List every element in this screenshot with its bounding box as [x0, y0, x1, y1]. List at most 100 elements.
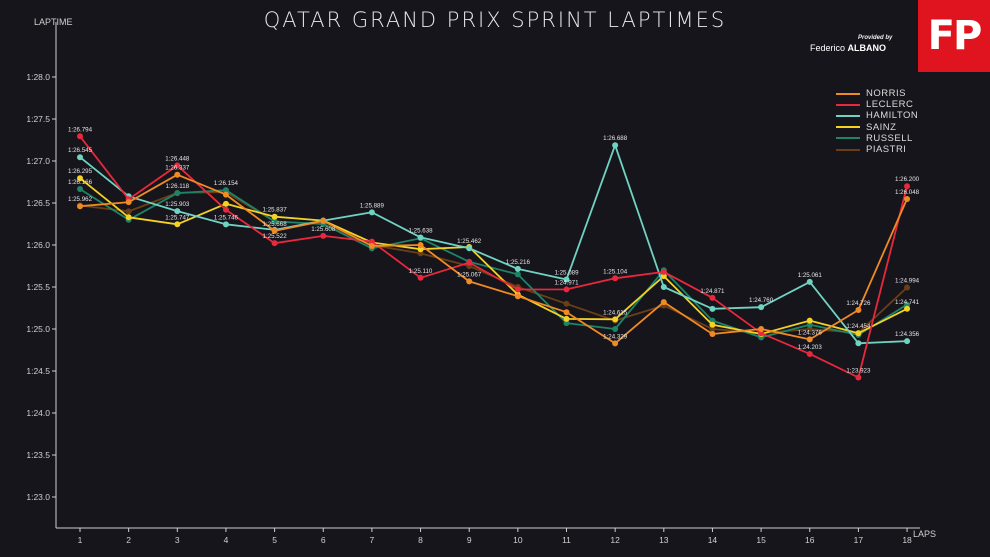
data-point-russell	[904, 301, 911, 308]
y-tick-label: 1:25.5	[26, 282, 50, 292]
credit-author: Federico ALBANO	[810, 43, 886, 53]
x-tick-label: 17	[854, 535, 864, 545]
y-tick-label: 1:24.0	[26, 408, 50, 418]
data-point-russell	[271, 218, 278, 225]
data-point-leclerc	[417, 274, 424, 281]
data-label: 1:25.608	[311, 226, 336, 233]
y-tick-label: 1:27.5	[26, 114, 50, 124]
chart-title: QATAR GRAND PRIX SPRINT LAPTIMES	[263, 8, 727, 32]
data-label: 1:25.638	[409, 227, 434, 234]
data-point-norris	[904, 195, 911, 202]
data-label: 1:25.668	[263, 221, 288, 228]
data-point-hamilton	[709, 305, 716, 312]
data-label: 1:25.746	[214, 214, 239, 221]
legend-label: HAMILTON	[866, 110, 919, 122]
series-line-russell	[79, 188, 908, 339]
data-label: 1:25.903	[165, 201, 190, 208]
data-label: 1:25.216	[506, 259, 531, 266]
data-point-leclerc	[660, 268, 667, 275]
data-point-hamilton	[758, 304, 765, 311]
data-label: 1:26.154	[214, 180, 239, 187]
data-point-sainz	[174, 221, 181, 228]
x-tick-label: 2	[126, 535, 131, 545]
data-point-leclerc	[514, 286, 521, 293]
data-label: 1:25.067	[457, 271, 482, 278]
data-point-norris	[806, 336, 813, 343]
credit-provided-by: Provided by	[858, 35, 893, 41]
x-axis-label: LAPS	[913, 529, 936, 539]
data-label: 1:26.448	[165, 155, 190, 162]
data-point-norris	[125, 199, 132, 206]
legend-label: RUSSELL	[866, 132, 913, 144]
data-point-hamilton	[222, 221, 229, 228]
x-tick-label: 1	[78, 535, 83, 545]
data-point-norris	[320, 217, 327, 224]
data-label: 1:26.295	[68, 168, 93, 175]
data-point-hamilton	[466, 245, 473, 252]
data-point-sainz	[77, 175, 83, 182]
legend-swatch	[836, 114, 860, 117]
x-tick-label: 10	[513, 535, 523, 545]
data-point-norris	[417, 242, 424, 248]
legend-swatch	[836, 92, 860, 95]
data-point-piastri	[417, 250, 424, 257]
credit-last-name: ALBANO	[847, 43, 887, 53]
legend-swatch	[836, 137, 860, 140]
data-point-norris	[660, 299, 667, 306]
x-tick-label: 14	[708, 535, 718, 545]
x-tick-label: 5	[272, 535, 277, 545]
data-point-norris	[271, 227, 278, 234]
data-point-leclerc	[612, 275, 619, 282]
data-point-sainz	[612, 316, 619, 323]
data-point-hamilton	[77, 154, 83, 161]
x-tick-label: 6	[321, 535, 326, 545]
x-tick-label: 8	[418, 535, 423, 545]
data-point-hamilton	[563, 276, 570, 283]
data-point-hamilton	[855, 340, 862, 347]
data-point-norris	[855, 307, 862, 314]
y-tick-label: 1:27.0	[26, 156, 50, 166]
data-point-norris	[466, 278, 473, 285]
y-tick-label: 1:26.5	[26, 198, 50, 208]
data-point-piastri	[563, 300, 570, 307]
data-point-leclerc	[222, 206, 229, 213]
data-point-leclerc	[904, 183, 911, 190]
data-label: 1:26.048	[895, 189, 920, 196]
data-label: 1:26.337	[165, 165, 190, 172]
data-point-leclerc	[709, 294, 716, 301]
data-point-norris	[222, 191, 229, 198]
data-label: 1:25.962	[68, 196, 93, 203]
data-point-leclerc	[174, 162, 181, 169]
data-label: 1:24.454	[846, 323, 871, 330]
data-point-sainz	[660, 273, 667, 280]
chart-legend: NORRIS LECLERC HAMILTON SAINZ RUSSELL PIASTRI	[836, 88, 918, 155]
data-label: 1:24.203	[798, 344, 823, 351]
y-tick-label: 1:24.5	[26, 366, 50, 376]
legend-label: NORRIS	[866, 88, 906, 100]
y-tick-label: 1:23.5	[26, 450, 50, 460]
x-tick-label: 16	[805, 535, 815, 545]
data-point-leclerc	[855, 374, 862, 381]
data-label: 1:25.889	[360, 202, 385, 209]
data-label: 1:26.166	[68, 179, 93, 186]
legend-item-piastri: PIASTRI	[836, 144, 918, 155]
data-point-sainz	[855, 330, 862, 337]
data-point-leclerc	[271, 240, 278, 247]
x-tick-label: 3	[175, 535, 180, 545]
credit-first-name: Federico	[810, 43, 846, 53]
legend-item-sainz: SAINZ	[836, 122, 918, 133]
legend-label: SAINZ	[866, 121, 897, 133]
data-point-norris	[563, 309, 570, 316]
data-point-leclerc	[466, 259, 473, 266]
data-label: 1:25.522	[263, 233, 288, 240]
data-point-hamilton	[368, 209, 375, 216]
y-tick-label: 1:23.0	[26, 492, 50, 502]
x-tick-label: 12	[610, 535, 620, 545]
data-point-piastri	[806, 326, 813, 332]
data-label: 1:26.118	[165, 183, 189, 190]
legend-swatch	[836, 103, 860, 106]
data-point-sainz	[709, 321, 716, 328]
legend-item-russell: RUSSELL	[836, 133, 918, 144]
series-line-norris	[79, 173, 908, 345]
